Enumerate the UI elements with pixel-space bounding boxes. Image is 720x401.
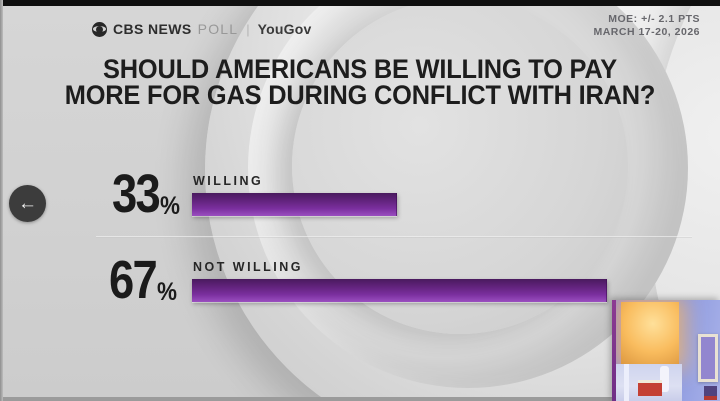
background-swoosh-inner <box>292 0 628 334</box>
brand-divider: | <box>246 21 250 37</box>
back-button[interactable]: ← <box>9 185 46 222</box>
headline-line-2: MORE FOR GAS DURING CONFLICT WITH IRAN? <box>64 80 656 110</box>
bar-not-willing <box>192 279 607 302</box>
date-line: MARCH 17-20, 2026 <box>593 25 700 38</box>
brand-network: CBS NEWS <box>113 21 192 37</box>
value-not-willing: 67 % <box>109 250 179 310</box>
brand-lockup: CBS NEWS POLL | YouGov <box>92 21 312 37</box>
cbs-eye-icon <box>92 21 107 37</box>
row-divider-line <box>96 236 692 238</box>
pip-video-overlay <box>612 300 720 401</box>
value-not-willing-number: 67 <box>109 250 158 310</box>
left-arrow-icon: ← <box>18 193 37 214</box>
pip-red-box <box>638 380 662 396</box>
bar-willing <box>192 193 397 216</box>
poll-question-headline: SHOULD AMERICANS BE WILLING TO PAY MORE … <box>0 54 720 110</box>
label-not-willing: NOT WILLING <box>193 259 303 274</box>
value-willing-unit: % <box>160 192 181 221</box>
pip-paper-roll <box>660 366 669 392</box>
top-letterbox-strip <box>0 0 720 6</box>
pip-warm-lamp-glow <box>621 302 679 364</box>
moe-line: MOE: +/- 2.1 PTS <box>608 13 700 25</box>
left-edge-strip <box>0 0 3 401</box>
value-willing: 33 % <box>112 164 182 224</box>
brand-product: POLL <box>197 21 239 37</box>
pip-shelf-post <box>624 364 629 401</box>
value-not-willing-unit: % <box>157 278 178 307</box>
bottom-letterbox-strip <box>0 397 720 401</box>
brand-partner: YouGov <box>257 21 312 37</box>
pip-small-item <box>704 386 717 400</box>
moe-block: MOE: +/- 2.1 PTS MARCH 17-20, 2026 <box>593 13 700 38</box>
value-willing-number: 33 <box>112 164 161 224</box>
pip-left-edge <box>612 300 616 401</box>
pip-picture-frame <box>698 334 718 382</box>
headline-line-1: SHOULD AMERICANS BE WILLING TO PAY <box>103 54 617 84</box>
label-willing: WILLING <box>193 173 264 188</box>
